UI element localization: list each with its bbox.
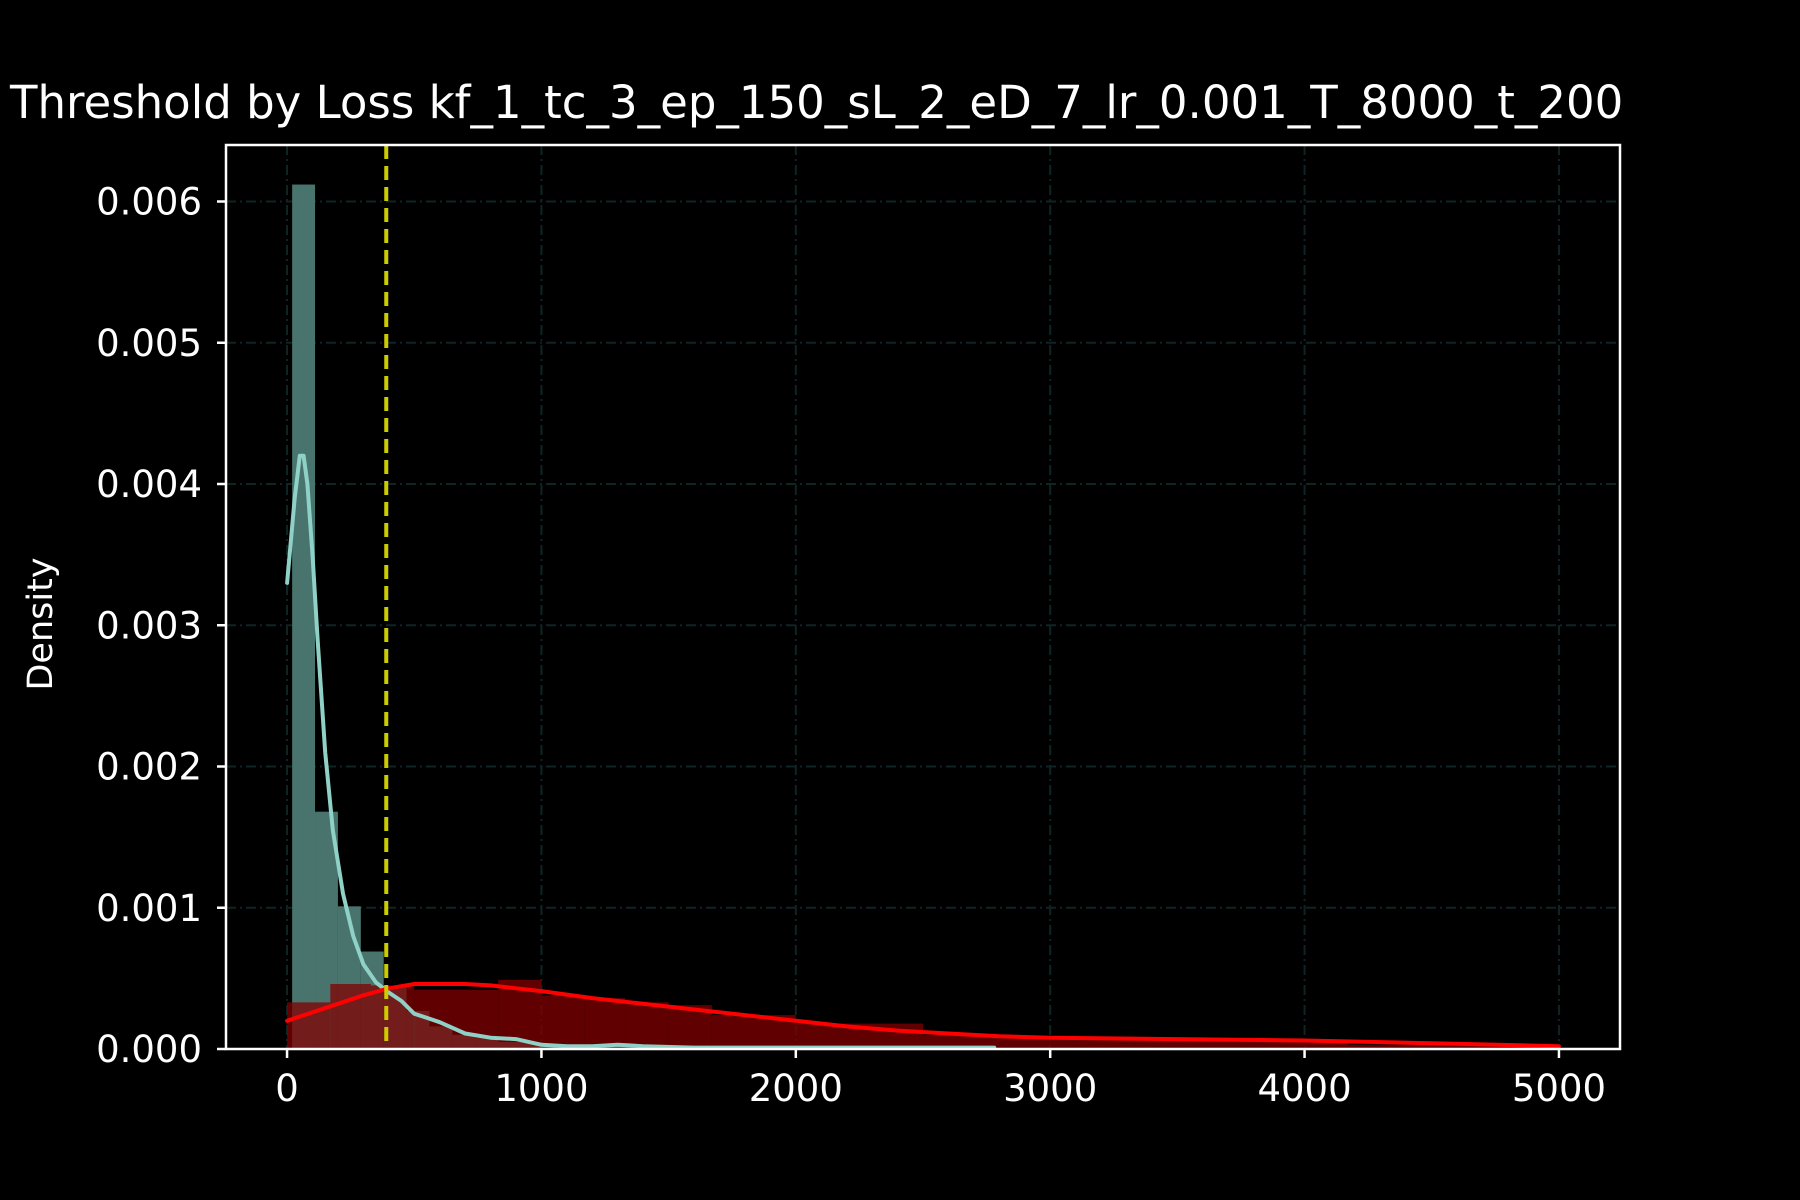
axis-ticks: 0 1000 2000 3000 4000 5000 0.000 0.001 0.002 0.00… — [96, 181, 1606, 1111]
y-tick-label: 0.002 — [96, 746, 202, 789]
kde-line — [285, 982, 1561, 1049]
histogram-bar — [625, 1002, 669, 1049]
y-tick-label: 0.001 — [96, 887, 202, 930]
histogram-bar — [1347, 1044, 1559, 1049]
y-tick-label: 0.004 — [96, 463, 202, 506]
plot-frame — [224, 143, 1622, 1051]
histogram-bar — [1134, 1040, 1348, 1049]
histogram-bar — [584, 998, 626, 1049]
y-axis-label: Density — [21, 557, 61, 690]
grid — [226, 145, 1620, 1050]
x-tick-label: 1000 — [494, 1067, 588, 1110]
kde-line — [285, 453, 997, 1050]
y-tick-label: 0.000 — [96, 1028, 202, 1071]
y-tick-label: 0.003 — [96, 604, 202, 647]
y-tick-label: 0.005 — [96, 322, 202, 365]
histogram-bar — [923, 1034, 1000, 1049]
histogram-bars — [287, 184, 1559, 1050]
kde-curves — [285, 453, 1561, 1050]
histogram-bar — [999, 1037, 1135, 1049]
x-tick-label: 4000 — [1257, 1067, 1351, 1110]
x-tick-label: 5000 — [1512, 1067, 1606, 1110]
x-tick-label: 2000 — [749, 1067, 843, 1110]
x-tick-label: 0 — [275, 1067, 299, 1110]
y-tick-label: 0.006 — [96, 181, 202, 224]
histogram-bar — [541, 995, 585, 1049]
x-tick-label: 3000 — [1003, 1067, 1097, 1110]
histogram-bar — [292, 184, 316, 1050]
chart-title: Threshold by Loss kf_1_tc_3_ep_150_sL_2_… — [9, 76, 1623, 129]
